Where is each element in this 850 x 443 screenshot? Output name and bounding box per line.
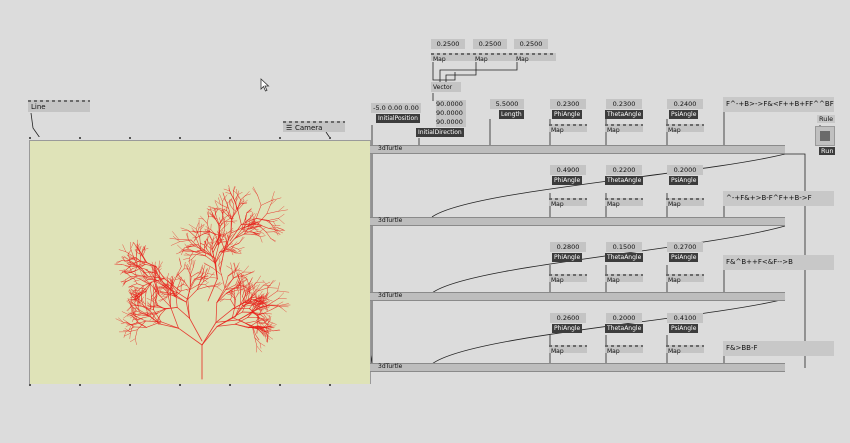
renderer-top-pins bbox=[29, 137, 371, 139]
stage3-phi-map-label: Map bbox=[551, 277, 564, 284]
stage4-phi-map-label: Map bbox=[551, 348, 564, 355]
stage3-theta-map[interactable]: Map bbox=[605, 274, 643, 284]
initial-position-value[interactable]: -5.0 0.00 0.00 bbox=[371, 103, 421, 113]
camera-menu-icon: ☰ bbox=[286, 124, 293, 132]
rule-button[interactable]: Rule bbox=[817, 115, 836, 123]
turtle-node-1-label: 3dTurtle bbox=[378, 145, 403, 152]
stage1-theta-map[interactable]: Map bbox=[605, 124, 643, 134]
initial-direction-z: 90.0000 bbox=[436, 118, 463, 126]
renderer-bottom-pins bbox=[29, 384, 371, 386]
stage2-psi-map-label: Map bbox=[668, 201, 681, 208]
turtle-node-2[interactable]: 3dTurtle bbox=[370, 217, 785, 226]
stage3-phi-label: PhiAngle bbox=[552, 253, 583, 262]
stage2-psi-value[interactable]: 0.2000 bbox=[667, 165, 703, 175]
line-node-label: Line bbox=[31, 103, 46, 111]
stage4-theta-map-label: Map bbox=[607, 348, 620, 355]
stage4-phi-map[interactable]: Map bbox=[549, 345, 587, 355]
top-map-3-label: Map bbox=[516, 56, 529, 63]
initial-direction-x: 90.0000 bbox=[436, 100, 463, 108]
stage4-theta-label: ThetaAngle bbox=[605, 324, 644, 333]
stage4-rule-string[interactable]: F&>BB-F bbox=[723, 341, 834, 356]
stage3-psi-map[interactable]: Map bbox=[666, 274, 704, 284]
line-node[interactable]: Line bbox=[28, 100, 90, 112]
stage3-psi-map-label: Map bbox=[668, 277, 681, 284]
run-button[interactable]: Run bbox=[819, 147, 836, 155]
stage4-psi-map-label: Map bbox=[668, 348, 681, 355]
length-label: Length bbox=[499, 110, 524, 119]
top-value-3[interactable]: 0.2500 bbox=[514, 39, 548, 49]
stage1-phi-value[interactable]: 0.2300 bbox=[550, 99, 586, 109]
top-map-2-label: Map bbox=[475, 56, 488, 63]
stage4-psi-map[interactable]: Map bbox=[666, 345, 704, 355]
stage1-phi-map-label: Map bbox=[551, 127, 564, 134]
top-map-1[interactable]: Map bbox=[431, 53, 473, 63]
stage1-phi-label: PhiAngle bbox=[552, 110, 583, 119]
stage2-phi-value[interactable]: 0.4900 bbox=[550, 165, 586, 175]
stage2-theta-value[interactable]: 0.2200 bbox=[606, 165, 642, 175]
stage3-theta-map-label: Map bbox=[607, 277, 620, 284]
turtle-node-4[interactable]: 3dTurtle bbox=[370, 363, 785, 372]
stage4-phi-value[interactable]: 0.2600 bbox=[550, 313, 586, 323]
top-map-1-label: Map bbox=[433, 56, 446, 63]
stage1-theta-value[interactable]: 0.2300 bbox=[606, 99, 642, 109]
stage1-psi-value[interactable]: 0.2400 bbox=[667, 99, 703, 109]
stage4-psi-value[interactable]: 0.4100 bbox=[667, 313, 703, 323]
camera-node-label: Camera bbox=[295, 124, 323, 132]
stage2-phi-map-label: Map bbox=[551, 201, 564, 208]
length-value[interactable]: 5.5000 bbox=[490, 99, 524, 109]
renderer-viewport[interactable] bbox=[29, 140, 371, 385]
stage3-rule-string[interactable]: F&^B++F<&F-->B bbox=[723, 255, 834, 270]
initial-direction-y: 90.0000 bbox=[436, 109, 463, 117]
mouse-pointer-icon bbox=[260, 78, 270, 92]
turtle-node-3[interactable]: 3dTurtle bbox=[370, 292, 785, 301]
stage2-theta-map[interactable]: Map bbox=[605, 198, 643, 208]
stage3-psi-label: PsiAngle bbox=[669, 253, 699, 262]
initial-direction-values[interactable]: 90.0000 90.0000 90.0000 bbox=[436, 100, 466, 127]
toggle-button[interactable] bbox=[815, 126, 835, 146]
stage3-phi-map[interactable]: Map bbox=[549, 274, 587, 284]
stage4-theta-map[interactable]: Map bbox=[605, 345, 643, 355]
stage2-phi-map[interactable]: Map bbox=[549, 198, 587, 208]
stage4-theta-value[interactable]: 0.2000 bbox=[606, 313, 642, 323]
vector-node[interactable]: Vector bbox=[431, 82, 461, 92]
turtle-node-2-label: 3dTurtle bbox=[378, 217, 403, 224]
top-map-2[interactable]: Map bbox=[473, 53, 515, 63]
toggle-square-icon bbox=[820, 131, 830, 141]
stage3-psi-value[interactable]: 0.2700 bbox=[667, 242, 703, 252]
camera-node[interactable]: ☰ Camera bbox=[283, 121, 345, 132]
stage1-rule-string[interactable]: F^-+B>->F&<F++B+FF^^BF bbox=[723, 97, 834, 112]
top-map-3[interactable]: Map bbox=[514, 53, 556, 63]
stage2-psi-label: PsiAngle bbox=[669, 176, 699, 185]
stage2-phi-label: PhiAngle bbox=[552, 176, 583, 185]
stage4-psi-label: PsiAngle bbox=[669, 324, 699, 333]
stage4-phi-label: PhiAngle bbox=[552, 324, 583, 333]
lsystem-plant-render bbox=[114, 185, 291, 380]
stage3-theta-value[interactable]: 0.1500 bbox=[606, 242, 642, 252]
stage3-theta-label: ThetaAngle bbox=[605, 253, 644, 262]
initial-direction-label: InitialDirection bbox=[416, 128, 464, 137]
stage3-phi-value[interactable]: 0.2800 bbox=[550, 242, 586, 252]
top-value-1[interactable]: 0.2500 bbox=[431, 39, 465, 49]
stage1-psi-map-label: Map bbox=[668, 127, 681, 134]
turtle-node-4-label: 3dTurtle bbox=[378, 363, 403, 370]
stage2-psi-map[interactable]: Map bbox=[666, 198, 704, 208]
stage2-theta-map-label: Map bbox=[607, 201, 620, 208]
top-value-2[interactable]: 0.2500 bbox=[473, 39, 507, 49]
vector-node-label: Vector bbox=[433, 84, 453, 91]
stage2-rule-string[interactable]: ^-+F&+>B-F^F++B->F bbox=[723, 191, 834, 206]
turtle-node-1[interactable]: 3dTurtle bbox=[370, 145, 785, 154]
stage1-phi-map[interactable]: Map bbox=[549, 124, 587, 134]
turtle-node-3-label: 3dTurtle bbox=[378, 292, 403, 299]
initial-position-label: InitialPosition bbox=[376, 114, 420, 123]
stage1-theta-label: ThetaAngle bbox=[605, 110, 644, 119]
stage1-psi-label: PsiAngle bbox=[669, 110, 699, 119]
stage2-theta-label: ThetaAngle bbox=[605, 176, 644, 185]
stage1-psi-map[interactable]: Map bbox=[666, 124, 704, 134]
stage1-theta-map-label: Map bbox=[607, 127, 620, 134]
